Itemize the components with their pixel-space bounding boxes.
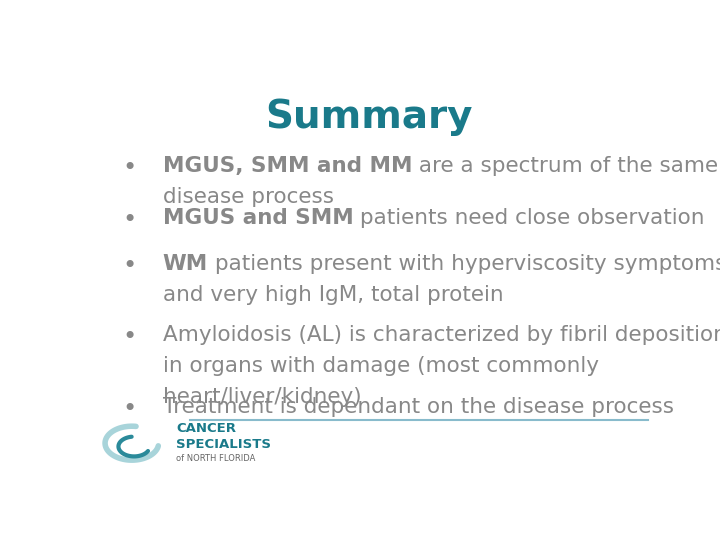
- Text: and very high IgM, total protein: and very high IgM, total protein: [163, 285, 503, 305]
- Text: of NORTH FLORIDA: of NORTH FLORIDA: [176, 454, 256, 463]
- Text: •: •: [122, 208, 136, 232]
- Text: in organs with damage (most commonly: in organs with damage (most commonly: [163, 356, 598, 376]
- Text: Summary: Summary: [265, 98, 473, 136]
- Text: MGUS, SMM and MM: MGUS, SMM and MM: [163, 156, 412, 176]
- Text: •: •: [122, 156, 136, 180]
- Text: are a spectrum of the same: are a spectrum of the same: [412, 156, 718, 176]
- Text: •: •: [122, 325, 136, 349]
- Text: disease process: disease process: [163, 187, 333, 207]
- Text: •: •: [122, 397, 136, 421]
- Text: heart/liver/kidney): heart/liver/kidney): [163, 387, 361, 407]
- Text: MGUS and SMM: MGUS and SMM: [163, 208, 354, 228]
- Text: •: •: [122, 254, 136, 278]
- Text: patients need close observation: patients need close observation: [354, 208, 705, 228]
- Text: Treatment is dependant on the disease process: Treatment is dependant on the disease pr…: [163, 397, 673, 417]
- Text: Amyloidosis (AL) is characterized by fibril deposition: Amyloidosis (AL) is characterized by fib…: [163, 325, 720, 345]
- Text: WM: WM: [163, 254, 208, 274]
- Text: CANCER: CANCER: [176, 422, 236, 435]
- Text: patients present with hyperviscosity symptoms: patients present with hyperviscosity sym…: [208, 254, 720, 274]
- Text: SPECIALISTS: SPECIALISTS: [176, 438, 271, 451]
